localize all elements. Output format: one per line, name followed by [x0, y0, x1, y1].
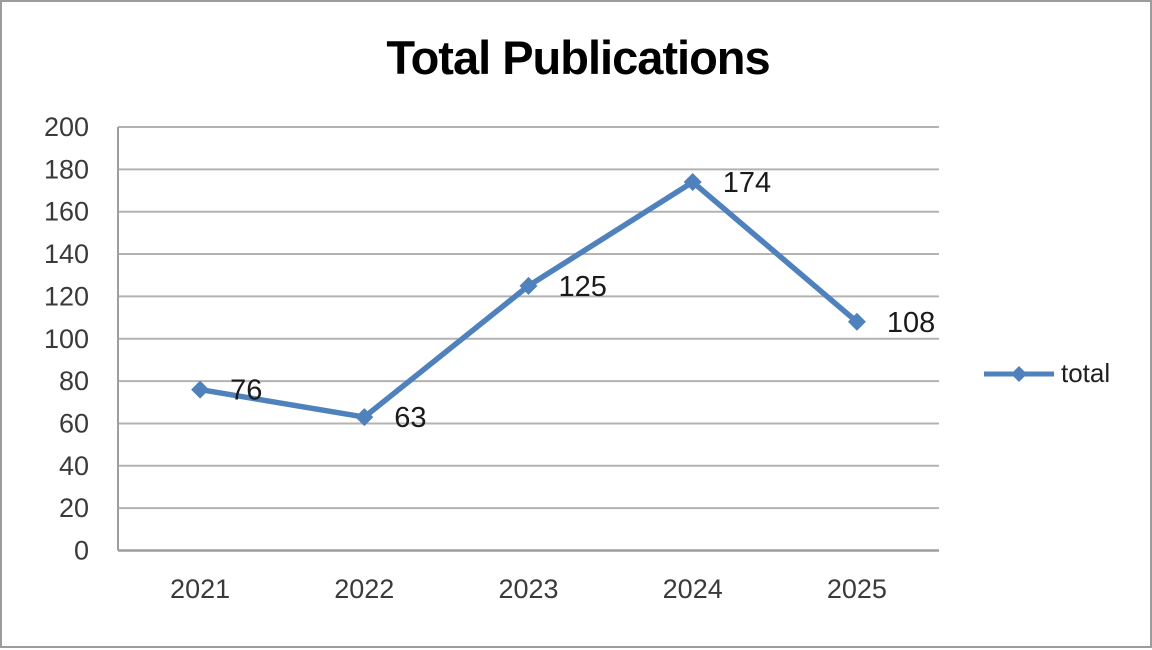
x-tick-label: 2023: [498, 574, 558, 604]
y-tick-label: 100: [44, 324, 89, 354]
x-tick-label: 2024: [663, 574, 723, 604]
x-tick-label: 2022: [334, 574, 394, 604]
chart-title: Total Publications: [386, 31, 770, 84]
y-tick-label: 60: [59, 408, 89, 438]
y-tick-label: 20: [59, 493, 89, 523]
data-label: 76: [230, 375, 262, 407]
data-point-marker: [519, 276, 538, 295]
y-tick-label: 200: [44, 112, 89, 142]
y-tick-label: 160: [44, 197, 89, 227]
data-label: 108: [887, 307, 935, 339]
legend-line-marker-icon: [984, 365, 1054, 382]
data-point-marker: [847, 312, 866, 331]
y-tick-label: 0: [74, 536, 89, 566]
x-tick-label: 2025: [827, 574, 887, 604]
x-tick-label: 2021: [170, 574, 230, 604]
y-tick-label: 180: [44, 154, 89, 184]
data-label: 63: [394, 402, 426, 434]
legend-label: total: [1061, 358, 1111, 388]
data-point-marker: [191, 380, 210, 399]
y-tick-label: 140: [44, 239, 89, 269]
y-tick-label: 40: [59, 451, 89, 481]
legend: total: [983, 358, 1110, 389]
y-tick-label: 120: [44, 281, 89, 311]
data-label: 125: [559, 271, 607, 303]
y-tick-label: 80: [59, 366, 89, 396]
data-point-marker: [683, 173, 702, 192]
data-label: 174: [723, 167, 771, 199]
data-point-marker: [355, 408, 374, 427]
